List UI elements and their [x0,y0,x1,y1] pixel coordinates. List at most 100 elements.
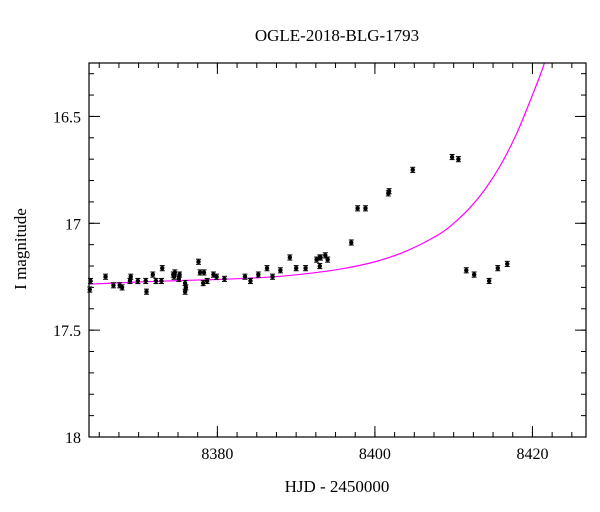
data-marker [486,278,492,284]
data-point [504,260,510,267]
data-marker [153,278,159,284]
data-point [172,269,178,276]
data-marker [278,268,283,273]
data-point [204,277,210,285]
data-point [195,258,201,265]
data-point [221,275,227,282]
plot-frame [88,62,587,438]
y-tick-label: 18 [65,430,81,447]
data-marker [87,287,92,292]
data-marker [201,280,206,286]
data-point [463,267,469,274]
data-point [242,273,248,280]
data-marker [363,206,368,211]
y-tick-label: 17.5 [53,323,81,340]
data-point [277,267,283,274]
data-point [318,254,324,261]
data-marker [242,274,248,279]
data-point [455,156,461,163]
y-tick-label: 16.5 [53,109,81,126]
data-marker [171,274,177,279]
data-point [143,277,149,285]
data-marker [264,265,270,271]
model-curve [89,63,546,285]
data-marker [159,278,164,284]
data-point [150,271,156,278]
data-marker [201,270,207,275]
data-point [270,273,276,280]
data-marker [355,206,360,211]
data-point [200,280,206,287]
data-marker [314,257,319,262]
data-marker [150,272,155,277]
data-marker [128,274,133,279]
model-curve-line [89,63,546,285]
data-marker [317,263,322,269]
data-marker [204,278,210,284]
data-marker [177,272,182,277]
data-marker [456,156,461,162]
data-point [110,282,116,289]
data-marker [325,257,330,262]
data-marker [144,289,149,294]
data-point [314,256,320,263]
data-marker [248,278,253,284]
data-point [177,271,183,278]
x-tick-labels: 8380 8400 8420 [201,446,548,463]
data-marker [172,270,178,275]
data-marker [386,189,392,194]
data-point [449,153,455,161]
data-marker [103,274,108,279]
y-tick-labels: 16.5 17 17.5 18 [53,109,81,447]
data-marker [197,270,203,275]
x-tick-label: 8420 [516,446,548,463]
data-point [386,188,392,195]
data-marker [119,285,125,290]
data-point [210,271,216,278]
data-point [495,265,501,272]
chart-title: OGLE-2018-BLG-1793 [255,26,419,45]
data-point [153,277,159,285]
data-marker [222,276,227,282]
data-marker [270,274,275,279]
data-marker [293,265,299,271]
data-marker [183,285,189,290]
data-marker [182,289,188,294]
data-marker [127,278,133,284]
data-point [317,262,323,270]
data-point [264,265,270,272]
data-marker [449,154,455,160]
data-point [128,273,134,280]
data-marker [111,283,116,288]
data-point [103,273,109,280]
data-point [135,277,141,285]
data-marker [135,278,141,284]
data-marker [196,259,201,264]
data-point [303,265,309,272]
data-point [182,280,188,287]
data-marker [287,255,293,260]
data-point [355,205,361,212]
y-axis-label: I magnitude [11,208,30,290]
data-marker [471,272,477,277]
data-marker [303,265,308,271]
data-marker [410,167,415,173]
data-marker [211,272,216,277]
x-axis-label: HJD - 2450000 [285,477,390,496]
data-point [158,277,164,285]
data-point [247,277,253,285]
data-point [143,288,149,295]
data-marker [349,240,354,245]
data-marker [214,274,219,279]
data-point [325,256,331,263]
data-marker [160,265,165,271]
data-marker [182,280,188,286]
data-point [201,269,207,276]
data-point [293,265,299,272]
y-tick-label: 17 [65,216,81,233]
data-marker [505,261,510,267]
data-point [471,271,477,278]
x-tick-label: 8380 [201,446,233,463]
data-point [410,166,416,173]
